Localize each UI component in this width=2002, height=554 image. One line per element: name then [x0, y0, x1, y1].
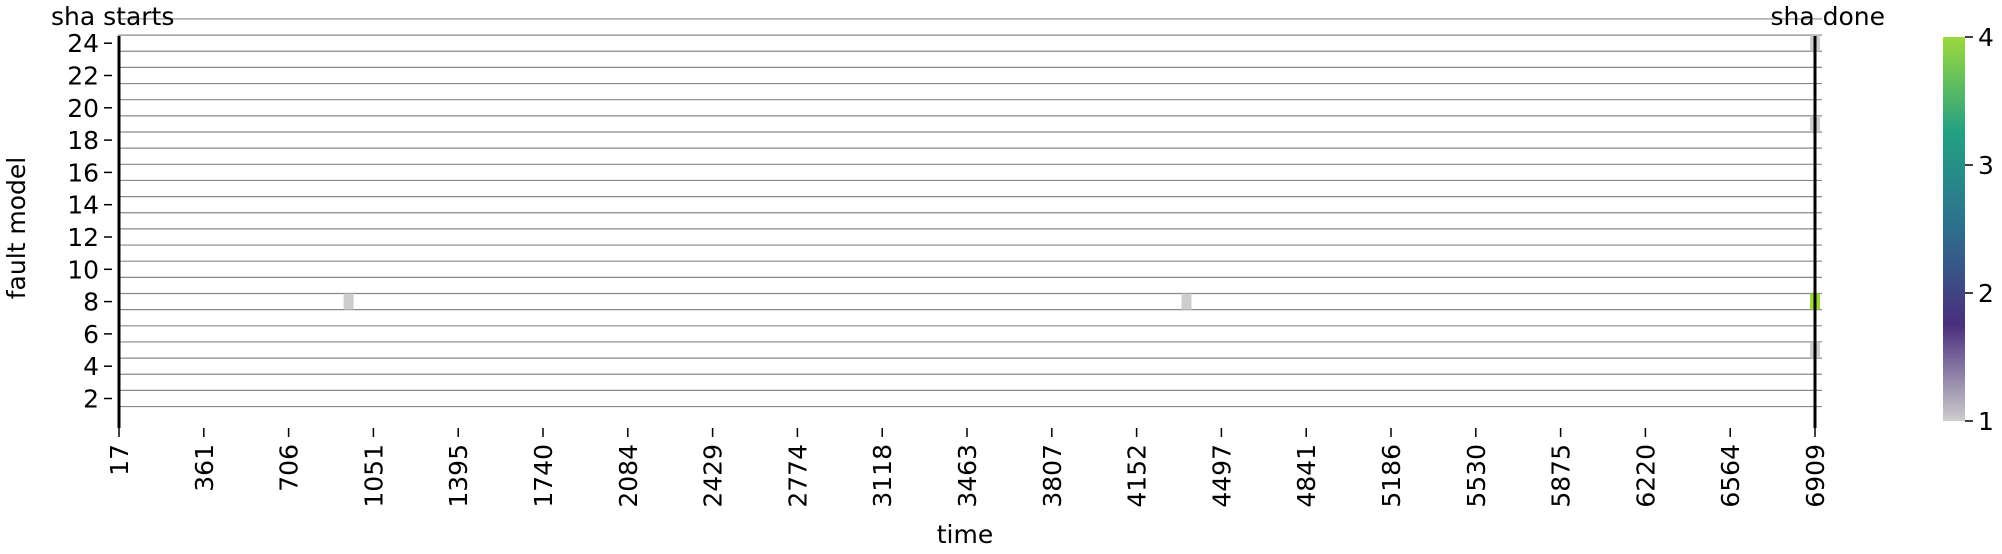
x-tick-label: 4841 [1292, 444, 1321, 508]
y-tick-label: 2 [83, 385, 99, 414]
y-tick-label: 10 [67, 255, 99, 284]
y-tick-label: 18 [67, 126, 99, 155]
x-tick-label: 2774 [783, 444, 812, 508]
y-tick-label: 4 [83, 352, 99, 381]
y-tick-label: 24 [67, 29, 99, 58]
event-marker-label: sha done [1770, 2, 1885, 31]
x-tick-label: 2084 [614, 444, 643, 508]
x-tick-label: 17 [105, 444, 134, 476]
x-tick-label: 1395 [444, 444, 473, 508]
x-tick-label: 5875 [1547, 444, 1576, 508]
x-tick-label: 6220 [1631, 444, 1660, 508]
y-tick-label: 8 [83, 288, 99, 317]
x-tick-label: 2429 [699, 444, 728, 508]
colorbar-tick-label: 3 [1978, 151, 1994, 180]
colorbar-gradient [1943, 37, 1965, 421]
colorbar-tick-label: 2 [1978, 279, 1994, 308]
y-tick-label: 14 [67, 191, 99, 220]
x-tick-label: 1740 [529, 444, 558, 508]
x-tick-label: 4152 [1123, 444, 1152, 508]
x-axis-label: time [937, 520, 993, 549]
y-tick-label: 22 [67, 62, 99, 91]
colorbar-tick-label: 1 [1978, 407, 1994, 436]
x-axis: 17 361 706 1051 1395 1740 2084 2429 2774 3118 3463… [105, 428, 1830, 508]
heatmap-cell [1181, 293, 1192, 310]
x-tick-label: 4497 [1207, 444, 1236, 508]
grid-lines [118, 18, 1822, 408]
colorbar-ticks: 1 2 3 4 [1965, 23, 1994, 436]
x-tick-label: 3463 [953, 444, 982, 508]
x-tick-label: 6564 [1716, 444, 1745, 508]
y-tick-label: 16 [67, 158, 99, 187]
y-tick-label: 12 [67, 223, 99, 252]
x-tick-label: 3807 [1038, 444, 1067, 508]
heatmap-cell [343, 293, 354, 310]
event-marker-label: sha starts [51, 2, 174, 31]
x-tick-label: 5530 [1462, 444, 1491, 508]
x-tick-label: 1051 [359, 444, 388, 508]
x-tick-label: 706 [275, 444, 304, 492]
x-tick-label: 6909 [1801, 444, 1830, 508]
x-tick-label: 5186 [1377, 444, 1406, 508]
y-tick-label: 20 [67, 94, 99, 123]
x-tick-label: 361 [190, 444, 219, 492]
colorbar: 1 2 3 4 [1943, 23, 1994, 436]
event-markers: sha starts sha done [51, 2, 1885, 428]
colorbar-tick-label: 4 [1978, 23, 1994, 52]
y-tick-label: 6 [83, 320, 99, 349]
y-axis-label: fault model [2, 157, 31, 300]
x-tick-label: 3118 [868, 444, 897, 508]
